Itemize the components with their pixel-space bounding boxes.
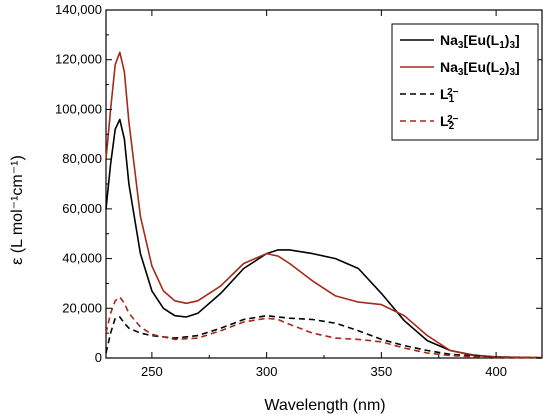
x-tick-label: 350 — [371, 364, 393, 379]
y-tick-label: 140,000 — [55, 2, 102, 17]
legend-label-2: Na3[Eu(L2)3] — [440, 59, 520, 78]
x-axis-ticks: 250 300 350 400 — [141, 10, 507, 379]
y-tick-label: 80,000 — [62, 151, 102, 166]
series-line-4 — [105, 296, 543, 359]
x-tick-label: 300 — [256, 364, 278, 379]
y-tick-label: 20,000 — [62, 300, 102, 315]
x-axis-title: Wavelength (nm) — [264, 397, 385, 414]
legend-label-4: L22− — [440, 113, 459, 132]
y-tick-label: 100,000 — [55, 101, 102, 116]
x-tick-label: 250 — [141, 364, 163, 379]
x-tick-label: 400 — [485, 364, 507, 379]
y-axis-title: ε (L mol⁻¹cm⁻¹) — [9, 155, 26, 265]
legend-label-1: Na3[Eu(L1)3] — [440, 32, 520, 51]
series-line-3 — [105, 314, 543, 359]
y-tick-label: 120,000 — [55, 52, 102, 67]
legend: Na3[Eu(L1)3] Na3[Eu(L2)3] L12− L22− — [391, 23, 539, 141]
legend-box — [391, 23, 539, 141]
series-group — [105, 51, 543, 359]
y-tick-label: 40,000 — [62, 251, 102, 266]
y-tick-label: 60,000 — [62, 201, 102, 216]
legend-label-3: L12− — [440, 86, 459, 105]
y-tick-label: 0 — [95, 350, 102, 365]
y-axis-ticks: 0 20,000 40,000 60,000 80,000 100,000 120,000 1… — [55, 2, 542, 365]
series-line-2 — [105, 51, 543, 359]
series-line-1 — [105, 118, 543, 359]
